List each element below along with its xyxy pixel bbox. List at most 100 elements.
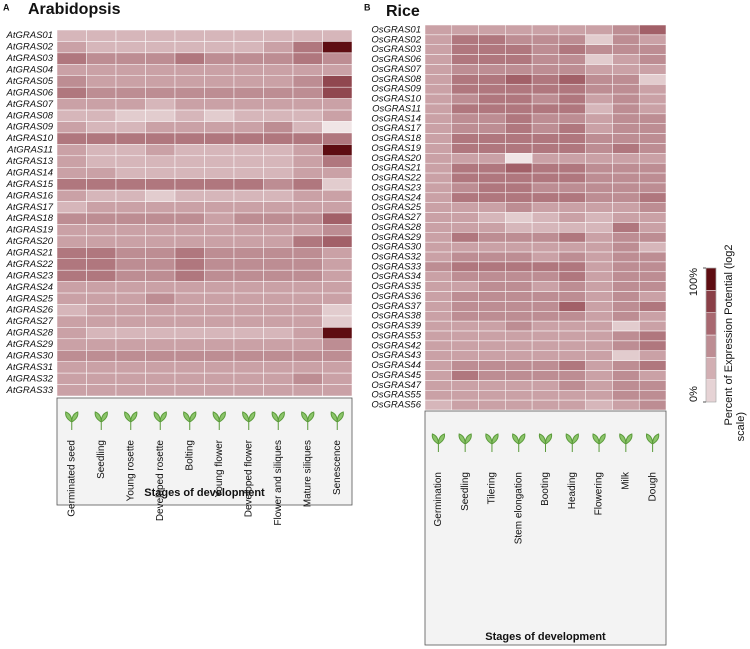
heatmap-cell <box>558 133 586 144</box>
heatmap-cell <box>174 98 205 111</box>
row-label: OsGRAS34 <box>371 271 421 282</box>
heatmap-cell <box>292 212 323 225</box>
heatmap-cell <box>145 201 176 214</box>
heatmap-cell <box>292 327 323 340</box>
colorbar-band <box>705 312 717 336</box>
heatmap-cell <box>585 380 613 391</box>
heatmap-cell <box>322 315 353 328</box>
heatmap-cell <box>174 258 205 271</box>
row-label: OsGRAS08 <box>371 74 421 85</box>
row-label: OsGRAS29 <box>371 232 421 243</box>
heatmap-cell <box>638 83 667 95</box>
heatmap-cell <box>174 350 205 362</box>
heatmap-cell <box>558 350 586 361</box>
col-label: Bolting <box>184 440 195 471</box>
heatmap-cell <box>174 338 205 351</box>
heatmap-cell <box>292 155 323 168</box>
row-label: AtGRAS30 <box>6 350 54 361</box>
heatmap-cell <box>233 178 264 191</box>
row-label: OsGRAS11 <box>372 103 421 114</box>
heatmap-cell <box>56 327 87 340</box>
heatmap-cell <box>145 121 176 134</box>
heatmap-cell <box>263 52 294 65</box>
heatmap-cell <box>56 212 87 225</box>
heatmap-cell <box>56 384 87 397</box>
heatmap-cell <box>451 123 479 134</box>
heatmap-cell <box>56 189 87 202</box>
heatmap-cell <box>424 162 453 174</box>
panel-title: Rice <box>386 3 420 20</box>
heatmap-cell <box>478 182 506 194</box>
heatmap-cell <box>86 224 117 237</box>
heatmap-cell <box>263 304 294 317</box>
heatmap-cell <box>558 320 586 332</box>
heatmap-cell <box>86 155 117 168</box>
heatmap-cell <box>86 384 117 397</box>
heatmap-cell <box>558 261 586 273</box>
heatmap-cell <box>505 390 533 401</box>
heatmap-cell <box>233 315 264 328</box>
heatmap-cell <box>424 350 453 361</box>
heatmap-cell <box>612 380 640 391</box>
row-label: AtGRAS14 <box>6 167 53 178</box>
heatmap-cell <box>451 320 479 332</box>
heatmap-cell <box>612 162 640 174</box>
heatmap-cell <box>263 98 294 111</box>
heatmap-cell <box>115 41 146 54</box>
row-label: OsGRAS09 <box>371 84 421 95</box>
col-label: Developed rosette <box>155 440 166 522</box>
heatmap-cell <box>424 251 453 263</box>
heatmap-cell <box>451 380 479 391</box>
heatmap-cell <box>424 340 453 352</box>
heatmap-cell <box>86 167 117 179</box>
heatmap-cell <box>585 34 613 45</box>
heatmap-cell <box>233 132 264 145</box>
colorbar-band <box>705 290 717 313</box>
heatmap-cell <box>531 44 560 55</box>
heatmap-cell <box>638 271 667 282</box>
heatmap-cell <box>292 258 323 271</box>
heatmap-cell <box>424 143 453 154</box>
heatmap-cell <box>531 83 560 95</box>
heatmap-cell <box>86 327 117 340</box>
heatmap-cell <box>531 24 560 36</box>
panel-label: A <box>3 2 10 12</box>
heatmap-cell <box>204 350 235 362</box>
heatmap-cell <box>56 86 87 99</box>
heatmap-cell <box>531 311 560 322</box>
heatmap-cell <box>292 201 323 214</box>
heatmap-cell <box>638 261 667 273</box>
row-label: OsGRAS03 <box>371 44 421 55</box>
heatmap-cell <box>292 178 323 191</box>
heatmap-cell <box>145 155 176 168</box>
heatmap-cell <box>233 384 264 397</box>
heatmap-cell <box>638 113 667 124</box>
heatmap-cell <box>115 247 146 259</box>
heatmap-cell <box>145 75 176 88</box>
heatmap-cell <box>322 29 353 42</box>
col-label: Booting <box>540 472 551 506</box>
heatmap-cell <box>531 172 560 184</box>
row-label: AtGRAS21 <box>6 248 53 259</box>
heatmap-cell <box>56 155 87 168</box>
heatmap-cell <box>115 109 146 122</box>
heatmap-cell <box>424 330 453 342</box>
col-label: Heading <box>567 472 578 509</box>
row-label: OsGRAS20 <box>371 153 421 164</box>
heatmap-cell <box>558 390 586 401</box>
heatmap-cell <box>204 189 235 202</box>
col-label: Developed flower <box>243 439 254 517</box>
row-label: OsGRAS25 <box>371 202 421 213</box>
heatmap-cell <box>638 103 667 115</box>
heatmap-cell <box>145 350 176 362</box>
heatmap-cell <box>204 212 235 225</box>
heatmap-cell <box>424 370 453 381</box>
heatmap-cell <box>145 86 176 99</box>
heatmap-cell <box>612 182 640 194</box>
row-label: OsGRAS30 <box>371 242 421 253</box>
heatmap-cell <box>638 182 667 194</box>
heatmap-cell <box>505 222 533 233</box>
heatmap-cell <box>558 44 586 55</box>
heatmap-cell <box>174 189 205 202</box>
heatmap-cell <box>233 235 264 248</box>
